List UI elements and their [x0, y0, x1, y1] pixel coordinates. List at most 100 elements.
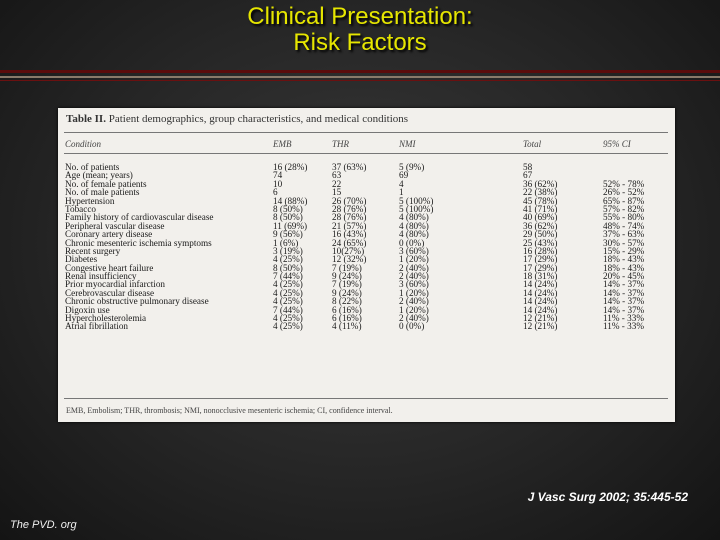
- cell-thr: 6 (16%): [332, 304, 362, 315]
- cell-ci: 52% - 78%: [603, 178, 645, 189]
- cell-condition: Peripheral vascular disease: [65, 220, 165, 231]
- cell-total: 12 (21%): [523, 313, 558, 324]
- table-bottom-rule: [64, 398, 668, 399]
- cell-total: 17 (29%): [523, 254, 558, 265]
- cell-total: 14 (24%): [523, 279, 558, 290]
- cell-nmi: 2 (40%): [399, 313, 429, 324]
- cell-ci: 37% - 63%: [603, 229, 645, 240]
- cell-thr: 15: [332, 187, 342, 198]
- title-divider-light: [0, 76, 720, 78]
- cell-total: 36 (62%): [523, 178, 558, 189]
- slide-title: Clinical Presentation: Risk Factors: [0, 4, 720, 56]
- cell-thr: 22: [332, 178, 342, 189]
- table-body: No. of patients 16 (28%) 37 (63%) 5 (9%) 58 A…: [58, 162, 675, 332]
- table-row: Hypertension 14 (88%) 26 (70%) 5 (100%) 45 (…: [58, 195, 675, 206]
- cell-ci: 30% - 57%: [603, 237, 645, 248]
- table-row: Prior myocardial infarction 4 (25%) 7 (19%…: [58, 279, 675, 290]
- cell-ci: 14% - 37%: [603, 304, 645, 315]
- cell-condition: No. of female patients: [65, 178, 147, 189]
- table-caption-text: Patient demographics, group characterist…: [108, 113, 409, 125]
- table-top-rule: [64, 132, 668, 133]
- cell-thr: 24 (65%): [332, 237, 367, 248]
- title-divider-dark: [0, 70, 720, 73]
- cell-thr: 16 (43%): [332, 229, 367, 240]
- cell-thr: 9 (24%): [332, 287, 362, 298]
- cell-condition: Chronic mesenteric ischemia symptoms: [65, 237, 212, 248]
- cell-thr: 21 (57%): [332, 220, 367, 231]
- cell-emb: 4 (25%): [273, 321, 303, 332]
- cell-condition: Recent surgery: [65, 245, 121, 256]
- header-total: Total: [523, 139, 542, 149]
- cell-total: 17 (29%): [523, 262, 558, 273]
- cell-nmi: 5 (100%): [399, 195, 434, 206]
- cell-emb: 14 (88%): [273, 195, 308, 206]
- cell-total: 18 (31%): [523, 271, 558, 282]
- cell-total: 14 (24%): [523, 304, 558, 315]
- cell-emb: 11 (69%): [273, 220, 308, 231]
- cell-nmi: 5 (100%): [399, 203, 434, 214]
- cell-condition: Hypercholesterolemia: [65, 313, 147, 324]
- cell-condition: Family history of cardiovascular disease: [65, 212, 214, 223]
- cell-condition: Prior myocardial infarction: [65, 279, 166, 290]
- table-row: Cerebrovascular disease 4 (25%) 9 (24%) 1 (…: [58, 287, 675, 298]
- cell-total: 40 (69%): [523, 212, 558, 223]
- citation: J Vasc Surg 2002; 35:445-52: [527, 490, 688, 504]
- cell-thr: 63: [332, 170, 342, 181]
- cell-nmi: 3 (60%): [399, 245, 429, 256]
- table-label: Table II.: [66, 113, 106, 125]
- header-emb: EMB: [273, 139, 292, 149]
- cell-ci: 11% - 33%: [603, 313, 644, 324]
- cell-thr: 37 (63%): [332, 162, 367, 172]
- table-row: Family history of cardiovascular disease…: [58, 212, 675, 223]
- table-row: Renal insufficiency 7 (44%) 9 (24%) 2 (40%)…: [58, 271, 675, 282]
- cell-emb: 74: [273, 170, 283, 181]
- cell-thr: 28 (76%): [332, 203, 367, 214]
- cell-total: 25 (43%): [523, 237, 558, 248]
- cell-emb: 8 (50%): [273, 212, 303, 223]
- cell-emb: 7 (44%): [273, 304, 303, 315]
- cell-total: 14 (24%): [523, 287, 558, 298]
- table-row: Recent surgery 3 (19%) 10(27%) 3 (60%) 16 (2…: [58, 245, 675, 256]
- cell-nmi: 1: [399, 187, 404, 198]
- cell-ci: 14% - 37%: [603, 287, 645, 298]
- cell-total: 12 (21%): [523, 321, 558, 332]
- cell-nmi: 4 (80%): [399, 212, 429, 223]
- header-thr: THR: [332, 139, 350, 149]
- cell-thr: 12 (32%): [332, 254, 367, 265]
- cell-condition: Cerebrovascular disease: [65, 287, 155, 298]
- cell-total: 22 (38%): [523, 187, 558, 198]
- cell-ci: 18% - 43%: [603, 262, 645, 273]
- table-row: No. of female patients 10 22 4 36 (62%) 52% -…: [58, 178, 675, 189]
- cell-total: 67: [523, 170, 533, 181]
- cell-condition: Coronary artery disease: [65, 229, 153, 240]
- cell-nmi: 0 (0%): [399, 321, 425, 332]
- table-header-rule: [64, 153, 668, 154]
- header-condition: Condition: [65, 139, 102, 149]
- cell-total: 41 (71%): [523, 203, 558, 214]
- cell-nmi: 2 (40%): [399, 271, 429, 282]
- cell-emb: 4 (25%): [273, 287, 303, 298]
- table-row: Digoxin use 7 (44%) 6 (16%) 1 (20%) 14 (24%)…: [58, 304, 675, 315]
- table-row: Chronic obstructive pulmonary disease 4 (…: [58, 296, 675, 307]
- cell-total: 36 (62%): [523, 220, 558, 231]
- cell-emb: 4 (25%): [273, 313, 303, 324]
- cell-thr: 10(27%): [332, 245, 365, 256]
- cell-nmi: 0 (0%): [399, 237, 425, 248]
- table-row: Peripheral vascular disease 11 (69%) 21 (5…: [58, 220, 675, 231]
- cell-total: 16 (28%): [523, 245, 558, 256]
- cell-total: 14 (24%): [523, 296, 558, 307]
- cell-emb: 10: [273, 178, 283, 189]
- cell-nmi: 3 (60%): [399, 279, 429, 290]
- table-row: No. of patients 16 (28%) 37 (63%) 5 (9%) 58: [58, 162, 675, 172]
- cell-ci: 14% - 37%: [603, 296, 645, 307]
- table-row: No. of male patients 6 15 1 22 (38%) 26% - 52…: [58, 187, 675, 198]
- cell-emb: 4 (25%): [273, 279, 303, 290]
- cell-nmi: 1 (20%): [399, 287, 429, 298]
- cell-ci: 20% - 45%: [603, 271, 645, 282]
- cell-nmi: 2 (40%): [399, 296, 429, 307]
- brand-footer: The PVD. org: [10, 519, 77, 531]
- cell-thr: 4 (11%): [332, 321, 362, 332]
- cell-ci: 57% - 82%: [603, 203, 645, 214]
- cell-emb: 3 (19%): [273, 245, 303, 256]
- cell-condition: No. of patients: [65, 162, 120, 172]
